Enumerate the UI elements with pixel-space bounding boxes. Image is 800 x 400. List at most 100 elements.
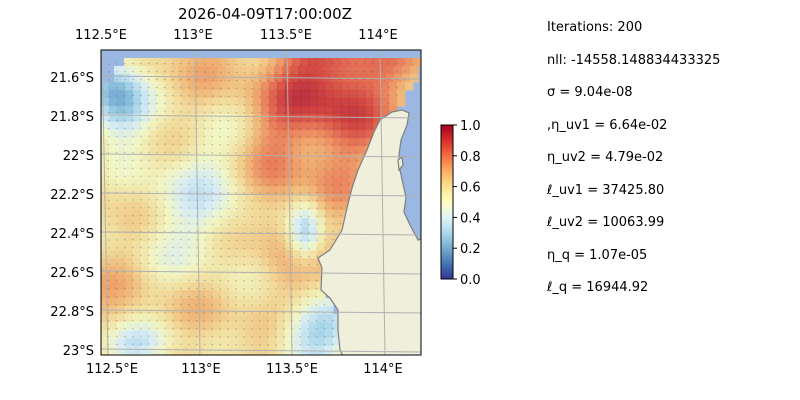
heatmap-cell (181, 298, 190, 307)
heatmap-cell (269, 242, 278, 251)
heatmap-cell (309, 282, 318, 291)
heatmap-cell (157, 106, 166, 115)
heatmap-cell (253, 298, 262, 307)
heatmap-cell (109, 186, 118, 195)
vector-arrow (187, 159, 190, 162)
vector-arrow (123, 127, 126, 129)
vector-arrow (323, 135, 326, 138)
heatmap-cell (245, 330, 254, 339)
vector-arrow (315, 167, 318, 170)
heatmap-cell (186, 66, 195, 75)
heatmap-cell (173, 298, 182, 307)
vector-arrow (219, 79, 222, 81)
heatmap-cell (125, 162, 134, 171)
heatmap-cell (181, 218, 190, 227)
colorbar-tick-label: 0.8 (460, 150, 481, 165)
heatmap-cell (261, 162, 270, 171)
heatmap-cell (341, 162, 350, 171)
heatmap-cell (253, 234, 262, 243)
heatmap-cell (356, 58, 365, 67)
heatmap-cell (157, 162, 166, 171)
heatmap-cell (125, 250, 134, 259)
heatmap-cell (141, 226, 150, 235)
heatmap-cell (125, 186, 134, 195)
heatmap-cell (301, 258, 310, 267)
heatmap-cell (229, 210, 238, 219)
vector-arrow (123, 135, 126, 138)
heatmap-cell (245, 114, 254, 123)
vector-arrow (131, 215, 134, 217)
heatmap-cell (141, 346, 150, 355)
vector-arrow (211, 287, 214, 290)
heatmap-cell (277, 306, 286, 315)
heatmap-cell (357, 114, 366, 123)
heatmap-cell (341, 186, 350, 195)
heatmap-cell (157, 242, 166, 251)
heatmap-cell (253, 90, 262, 99)
heatmap-cell (333, 146, 342, 155)
heatmap-cell (309, 114, 318, 123)
heatmap-cell (253, 138, 262, 147)
heatmap-cell (325, 122, 334, 131)
heatmap-cell (117, 186, 126, 195)
vector-arrow (243, 215, 246, 218)
heatmap-cell (141, 170, 150, 179)
heatmap-cell (309, 90, 318, 99)
heatmap-cell (237, 106, 246, 115)
heatmap-cell (125, 170, 134, 179)
heatmap-cell (149, 106, 158, 115)
heatmap-cell (189, 330, 198, 339)
map-area[interactable] (101, 50, 429, 363)
vector-arrow (291, 199, 294, 202)
heatmap-cell (186, 74, 195, 83)
vector-arrow (355, 151, 358, 153)
heatmap-cell (133, 282, 142, 291)
vector-arrow (347, 143, 350, 145)
heatmap-cell (253, 250, 262, 259)
heatmap-cell (189, 162, 198, 171)
heatmap-cell (205, 274, 214, 283)
vector-arrow (115, 343, 118, 346)
heatmap-cell (266, 74, 275, 83)
heatmap-cell (157, 186, 166, 195)
heatmap-cell (277, 202, 286, 211)
heatmap-cell (149, 314, 158, 323)
vector-arrow (299, 103, 302, 106)
heatmap-cell (133, 226, 142, 235)
heatmap-cell (117, 146, 126, 155)
heatmap-cell (258, 66, 267, 75)
vector-arrow (131, 143, 134, 146)
heatmap-cell (245, 130, 254, 139)
heatmap-cell (229, 154, 238, 163)
vector-arrow (387, 62, 390, 65)
heatmap-cell (133, 114, 142, 123)
vector-arrow (235, 199, 238, 202)
vector-arrow (307, 151, 309, 154)
vector-arrow (299, 191, 302, 194)
vector-arrow (243, 255, 246, 258)
heatmap-cell (149, 170, 158, 179)
heatmap-cell (181, 258, 190, 267)
heatmap-cell (197, 130, 206, 139)
heatmap-cell (333, 170, 342, 179)
heatmap-cell (221, 178, 230, 187)
vector-arrow (243, 87, 246, 90)
vector-arrow (227, 127, 229, 130)
heatmap-cell (330, 66, 339, 75)
heatmap-cell (141, 210, 150, 219)
heatmap-cell (109, 202, 118, 211)
vector-arrow (219, 119, 222, 122)
heatmap-cell (109, 146, 118, 155)
vector-arrow (219, 295, 221, 298)
heatmap-cell (365, 90, 374, 99)
vector-arrow (243, 247, 246, 250)
heatmap-cell (181, 242, 190, 251)
vector-arrow (163, 206, 166, 209)
heatmap-cell (229, 98, 238, 107)
heatmap-cell (133, 154, 142, 163)
heatmap-cell (181, 186, 190, 195)
vector-arrow (187, 287, 190, 289)
heatmap-cell (213, 178, 222, 187)
heatmap-cell (197, 330, 206, 339)
vector-arrow (107, 127, 110, 130)
